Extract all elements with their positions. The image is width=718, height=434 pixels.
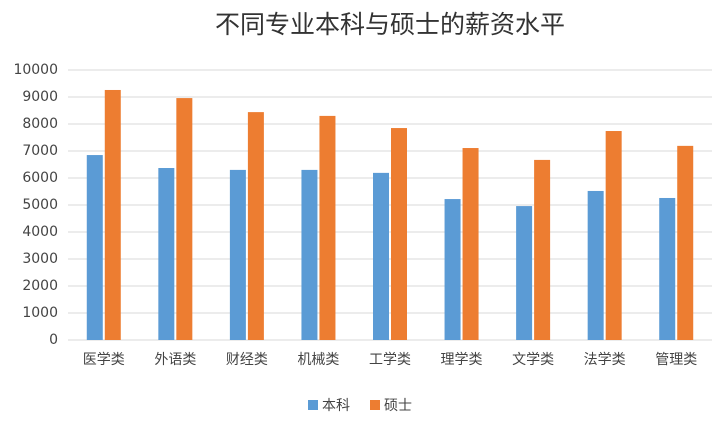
y-tick-label: 1000 xyxy=(22,305,58,321)
x-tick-label: 管理类 xyxy=(655,352,697,368)
x-tick-label: 外语类 xyxy=(154,352,196,368)
bar xyxy=(104,89,121,340)
y-tick-label: 0 xyxy=(49,332,58,348)
bar xyxy=(301,169,318,340)
bar xyxy=(373,172,389,340)
bar xyxy=(587,190,604,340)
y-tick-label: 8000 xyxy=(22,116,58,132)
bar xyxy=(444,199,461,340)
y-tick-label: 5000 xyxy=(22,197,58,213)
bar xyxy=(319,115,336,341)
x-tick-label: 财经类 xyxy=(226,352,268,368)
bar xyxy=(176,98,193,340)
y-tick-label: 10000 xyxy=(13,62,58,78)
y-tick-label: 7000 xyxy=(22,143,58,159)
bar xyxy=(462,148,479,340)
x-tick-label: 工学类 xyxy=(369,352,411,368)
x-tick-label: 文学类 xyxy=(512,352,554,368)
bar xyxy=(677,145,694,340)
bar xyxy=(659,197,676,340)
y-tick-label: 2000 xyxy=(22,278,58,294)
legend-label: 本科 xyxy=(322,398,350,414)
legend-label: 硕士 xyxy=(384,398,412,414)
bar xyxy=(391,128,407,340)
legend-swatch xyxy=(370,400,380,410)
bar xyxy=(86,155,103,340)
y-tick-label: 4000 xyxy=(22,224,58,240)
x-tick-label: 理学类 xyxy=(441,352,483,368)
chart-title: 不同专业本科与硕士的薪资水平 xyxy=(215,10,565,39)
y-tick-label: 9000 xyxy=(22,89,58,105)
bar xyxy=(605,131,622,340)
x-tick-label: 法学类 xyxy=(584,352,626,368)
bar xyxy=(534,159,551,340)
y-tick-label: 3000 xyxy=(22,251,58,267)
y-tick-label: 6000 xyxy=(22,170,58,186)
x-tick-label: 机械类 xyxy=(297,352,339,368)
bar xyxy=(247,112,264,341)
bar xyxy=(516,206,533,340)
legend-swatch xyxy=(308,400,318,410)
bar xyxy=(229,169,246,340)
bar xyxy=(158,168,175,340)
x-tick-label: 医学类 xyxy=(83,352,125,368)
